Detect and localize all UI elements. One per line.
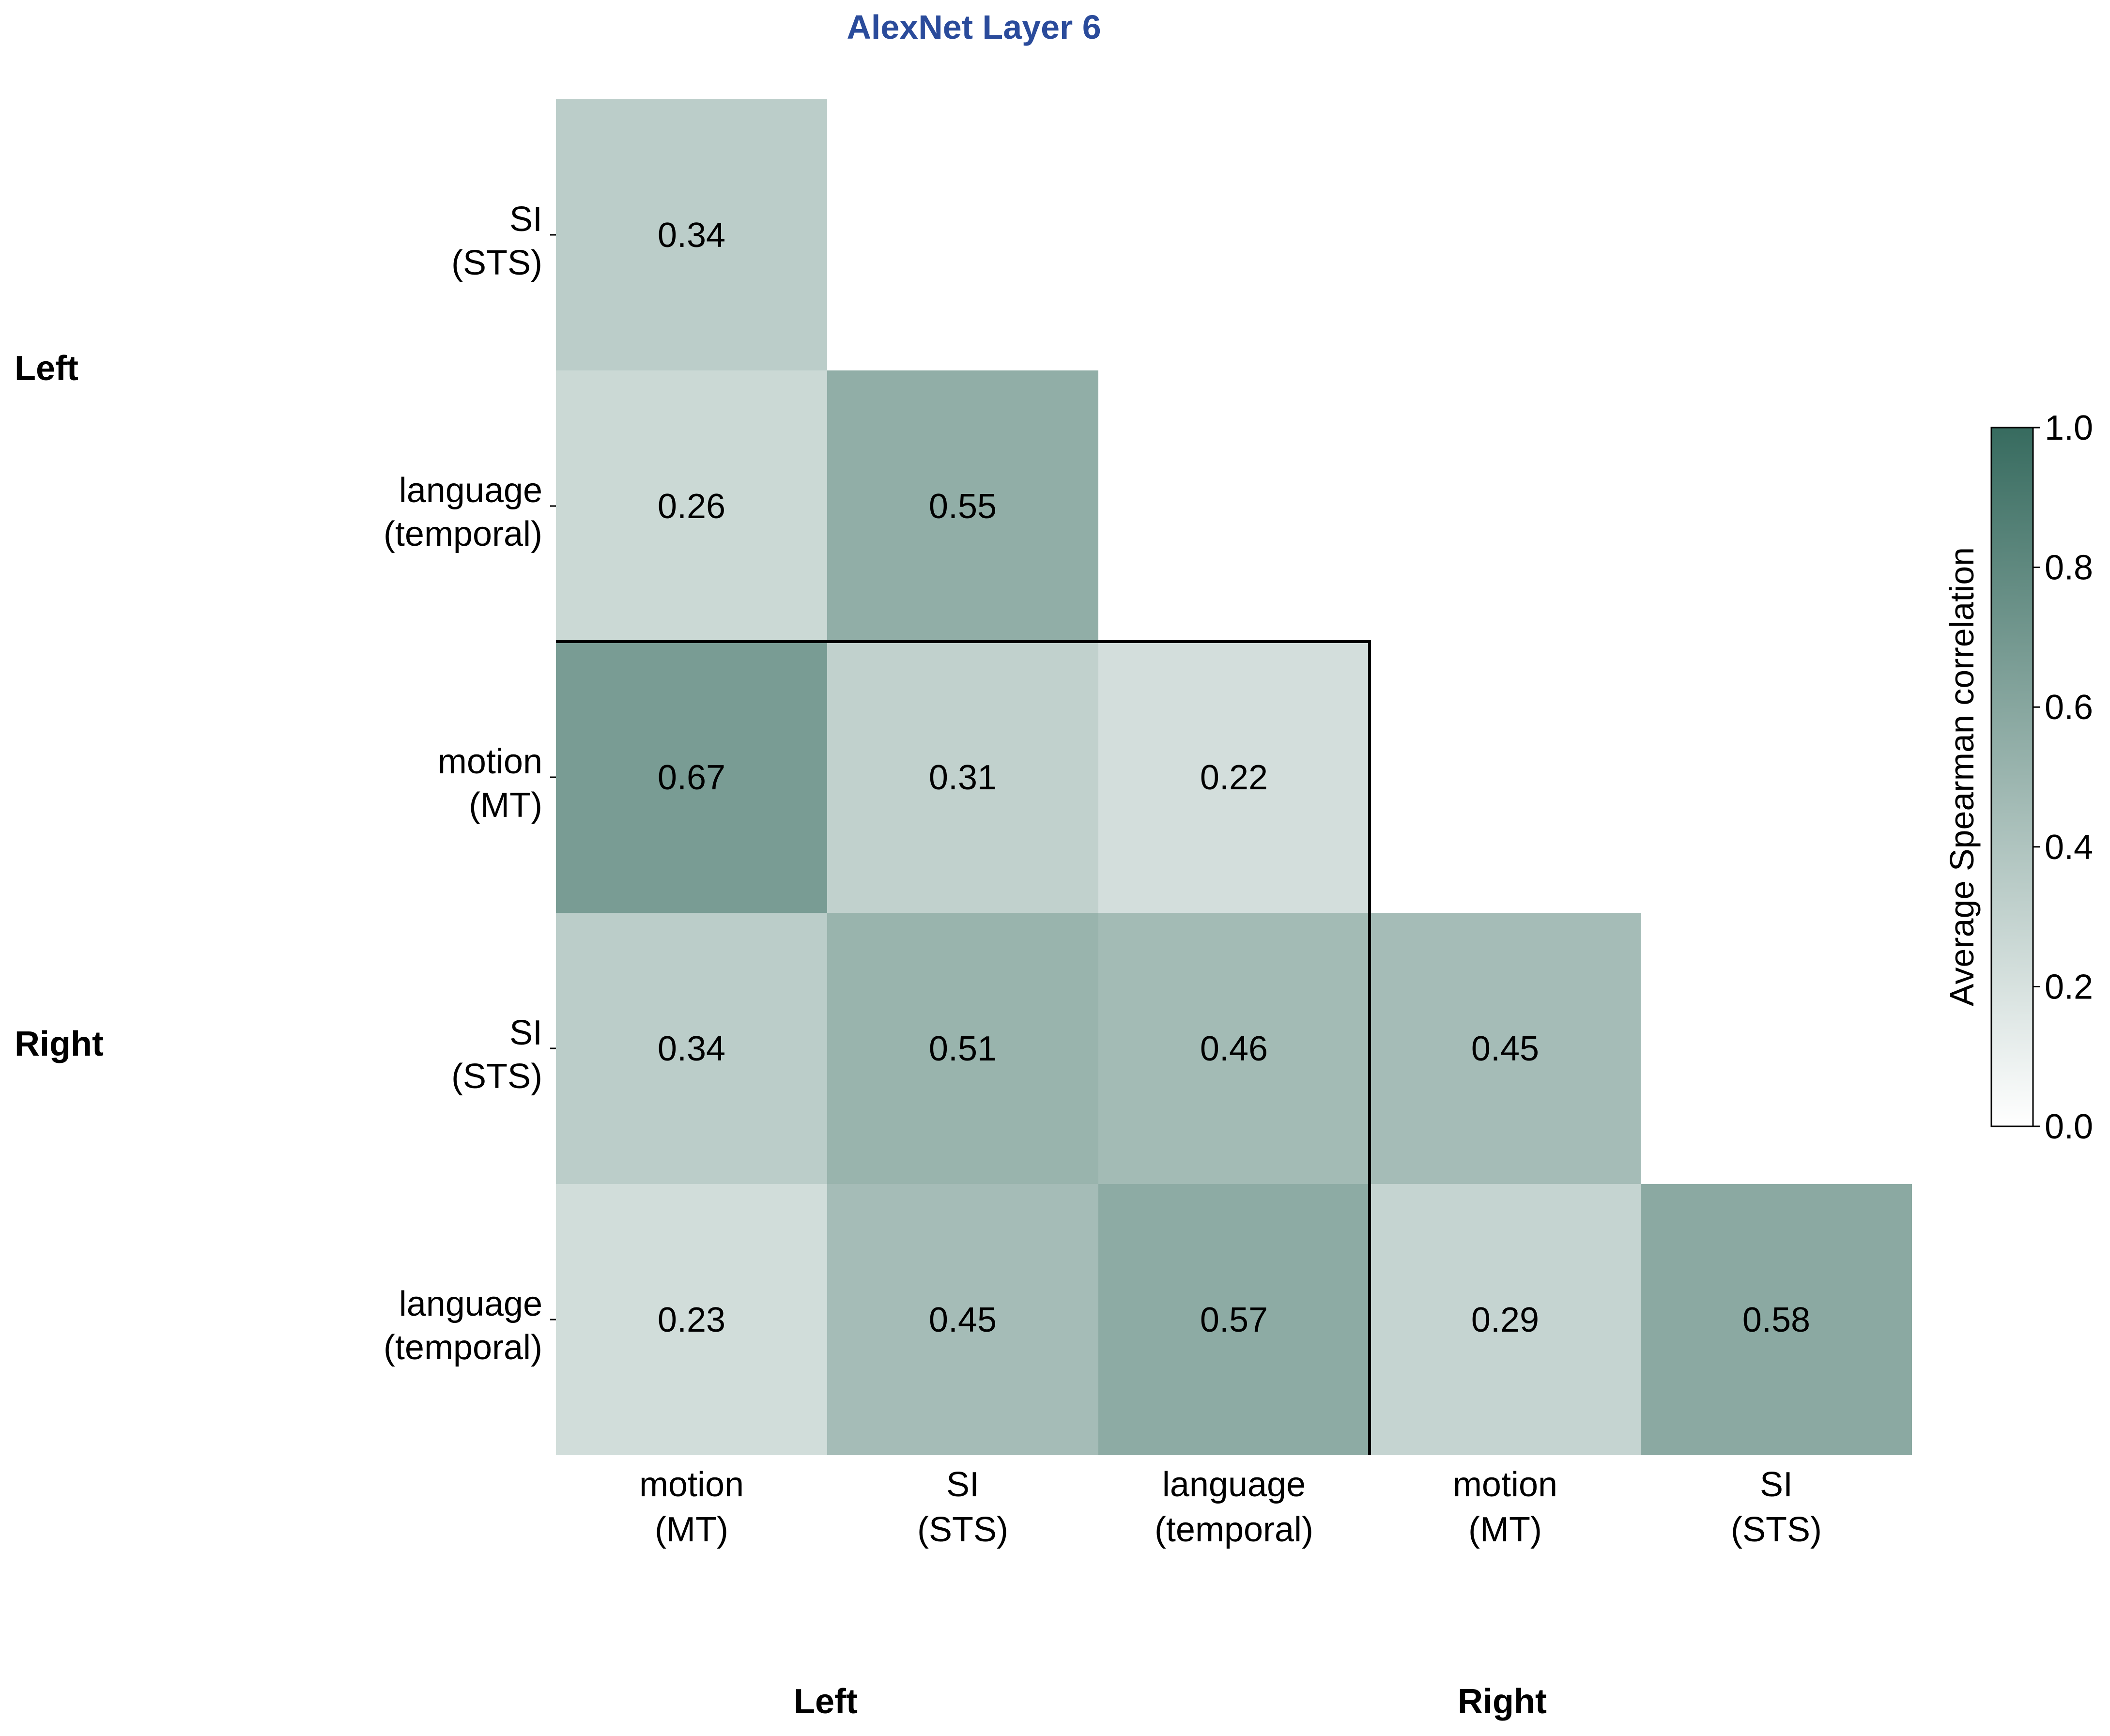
- heatmap-cell: [556, 370, 827, 642]
- cell-value-label: 0.34: [658, 1029, 725, 1068]
- cell-value-label: 0.29: [1471, 1301, 1539, 1339]
- heatmap-cell: [1370, 913, 1641, 1184]
- y-tick-label: (STS): [451, 1057, 542, 1096]
- y-tick-label: SI: [509, 1014, 542, 1052]
- colorbar-tick-label: 0.2: [2045, 968, 2093, 1006]
- colorbar-tick-label: 0.0: [2045, 1107, 2093, 1146]
- x-group-label-right: Right: [1458, 1682, 1547, 1721]
- y-tick-label: language: [399, 1285, 542, 1323]
- heatmap-cell: [827, 913, 1098, 1184]
- colorbar-gradient: [1990, 427, 2034, 1127]
- colorbar-tick-label: 1.0: [2045, 409, 2093, 447]
- cell-value-label: 0.45: [1471, 1029, 1539, 1068]
- cell-value-label: 0.46: [1200, 1029, 1268, 1068]
- y-tick-label: (MT): [469, 786, 542, 825]
- colorbar-label: Average Spearman correlation: [1943, 547, 1981, 1006]
- cell-value-label: 0.51: [929, 1029, 997, 1068]
- x-axis-ticks: motion (MT) SI (STS) language (temporal) motio…: [639, 1465, 1822, 1549]
- heatmap-cell: [1098, 1184, 1370, 1455]
- cell-value-label: 0.57: [1200, 1301, 1268, 1339]
- cell-value-label: 0.67: [658, 758, 725, 797]
- x-tick-label: (MT): [1468, 1510, 1542, 1549]
- cell-value-label: 0.31: [929, 758, 997, 797]
- colorbar-ticks: 0.0 0.2 0.4 0.6 0.8 1.0: [2033, 409, 2093, 1146]
- x-tick-label: SI: [1760, 1465, 1793, 1504]
- x-group-label-left: Left: [794, 1682, 858, 1721]
- heatmap-cell: [827, 642, 1098, 913]
- x-tick-label: (STS): [917, 1510, 1008, 1549]
- x-tick-label: SI: [946, 1465, 979, 1504]
- y-group-label-left: Left: [15, 349, 78, 388]
- heatmap-cell: [1098, 913, 1370, 1184]
- colorbar: 0.0 0.2 0.4 0.6 0.8 1.0 Average Spearman corr…: [1943, 409, 2093, 1146]
- cell-value-label: 0.23: [658, 1301, 725, 1339]
- y-tick-label: (STS): [451, 244, 542, 282]
- y-tick-label: (temporal): [384, 1328, 542, 1367]
- x-tick-label: (STS): [1731, 1510, 1822, 1549]
- heatmap-cell: [556, 913, 827, 1184]
- y-tick-label: (temporal): [384, 515, 542, 553]
- heatmap-cell: [556, 1184, 827, 1455]
- heatmap-cells: 0.34 0.26 0.55 0.67 0.31 0.22 0.34 0.51 0.46 0.45…: [556, 99, 1912, 1455]
- heatmap-cell: [1370, 1184, 1641, 1455]
- y-tick-label: language: [399, 471, 542, 510]
- cell-value-label: 0.45: [929, 1301, 997, 1339]
- cell-value-label: 0.34: [658, 216, 725, 255]
- x-tick-label: language: [1162, 1465, 1306, 1504]
- heatmap-cell: [827, 1184, 1098, 1455]
- y-tick-label: SI: [509, 200, 542, 239]
- cell-value-label: 0.55: [929, 487, 997, 526]
- colorbar-tick-label: 0.8: [2045, 549, 2093, 587]
- hemisphere-block-outline: [556, 640, 1371, 1455]
- chart-title: AlexNet Layer 6: [847, 8, 1101, 46]
- heatmap-cell: [556, 99, 827, 370]
- x-tick-label: motion: [639, 1465, 744, 1504]
- cell-value-label: 0.58: [1742, 1301, 1810, 1339]
- x-tick-label: motion: [1453, 1465, 1557, 1504]
- cell-value-label: 0.22: [1200, 758, 1268, 797]
- y-group-label-right: Right: [15, 1025, 104, 1063]
- colorbar-tick-label: 0.6: [2045, 688, 2093, 727]
- heatmap-cell: [1641, 1184, 1912, 1455]
- y-axis-ticks: SI (STS) language (temporal) motion (MT) SI (ST…: [384, 200, 556, 1367]
- cell-value-label: 0.26: [658, 487, 725, 526]
- heatmap-cell: [1098, 642, 1370, 913]
- block-outline-line: [556, 640, 1371, 1455]
- heatmap-cell: [556, 642, 827, 913]
- colorbar-tick-label: 0.4: [2045, 828, 2093, 867]
- x-tick-label: (temporal): [1155, 1510, 1313, 1549]
- y-tick-label: motion: [438, 742, 542, 781]
- heatmap-cell: [827, 370, 1098, 642]
- x-tick-label: (MT): [655, 1510, 728, 1549]
